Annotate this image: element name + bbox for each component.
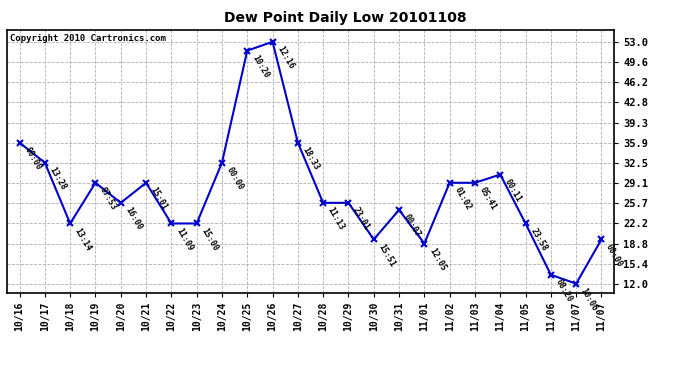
- Text: 08:20: 08:20: [553, 278, 574, 304]
- Text: 15:51: 15:51: [377, 242, 397, 268]
- Text: 11:09: 11:09: [174, 226, 195, 252]
- Text: 23:58: 23:58: [529, 226, 549, 252]
- Text: Dew Point Daily Low 20101108: Dew Point Daily Low 20101108: [224, 11, 466, 25]
- Text: 10:20: 10:20: [250, 53, 270, 80]
- Text: 13:14: 13:14: [73, 226, 93, 252]
- Text: 00:00: 00:00: [225, 165, 245, 192]
- Text: 15:01: 15:01: [149, 186, 169, 212]
- Text: 16:00: 16:00: [124, 206, 144, 232]
- Text: 07:53: 07:53: [98, 186, 119, 212]
- Text: Copyright 2010 Cartronics.com: Copyright 2010 Cartronics.com: [10, 34, 166, 43]
- Text: 11:13: 11:13: [326, 206, 346, 232]
- Text: 12:05: 12:05: [427, 246, 447, 273]
- Text: 10:06: 10:06: [579, 286, 599, 313]
- Text: 13:28: 13:28: [48, 165, 68, 192]
- Text: 05:41: 05:41: [477, 186, 498, 212]
- Text: 00:00: 00:00: [22, 146, 43, 172]
- Text: 00:00: 00:00: [604, 242, 624, 268]
- Text: 12:16: 12:16: [275, 45, 295, 71]
- Text: 00:07: 00:07: [402, 213, 422, 239]
- Text: 23:01: 23:01: [351, 206, 371, 232]
- Text: 00:11: 00:11: [503, 177, 523, 204]
- Text: 01:02: 01:02: [453, 186, 473, 212]
- Text: 18:33: 18:33: [301, 146, 321, 172]
- Text: 15:00: 15:00: [199, 226, 219, 252]
